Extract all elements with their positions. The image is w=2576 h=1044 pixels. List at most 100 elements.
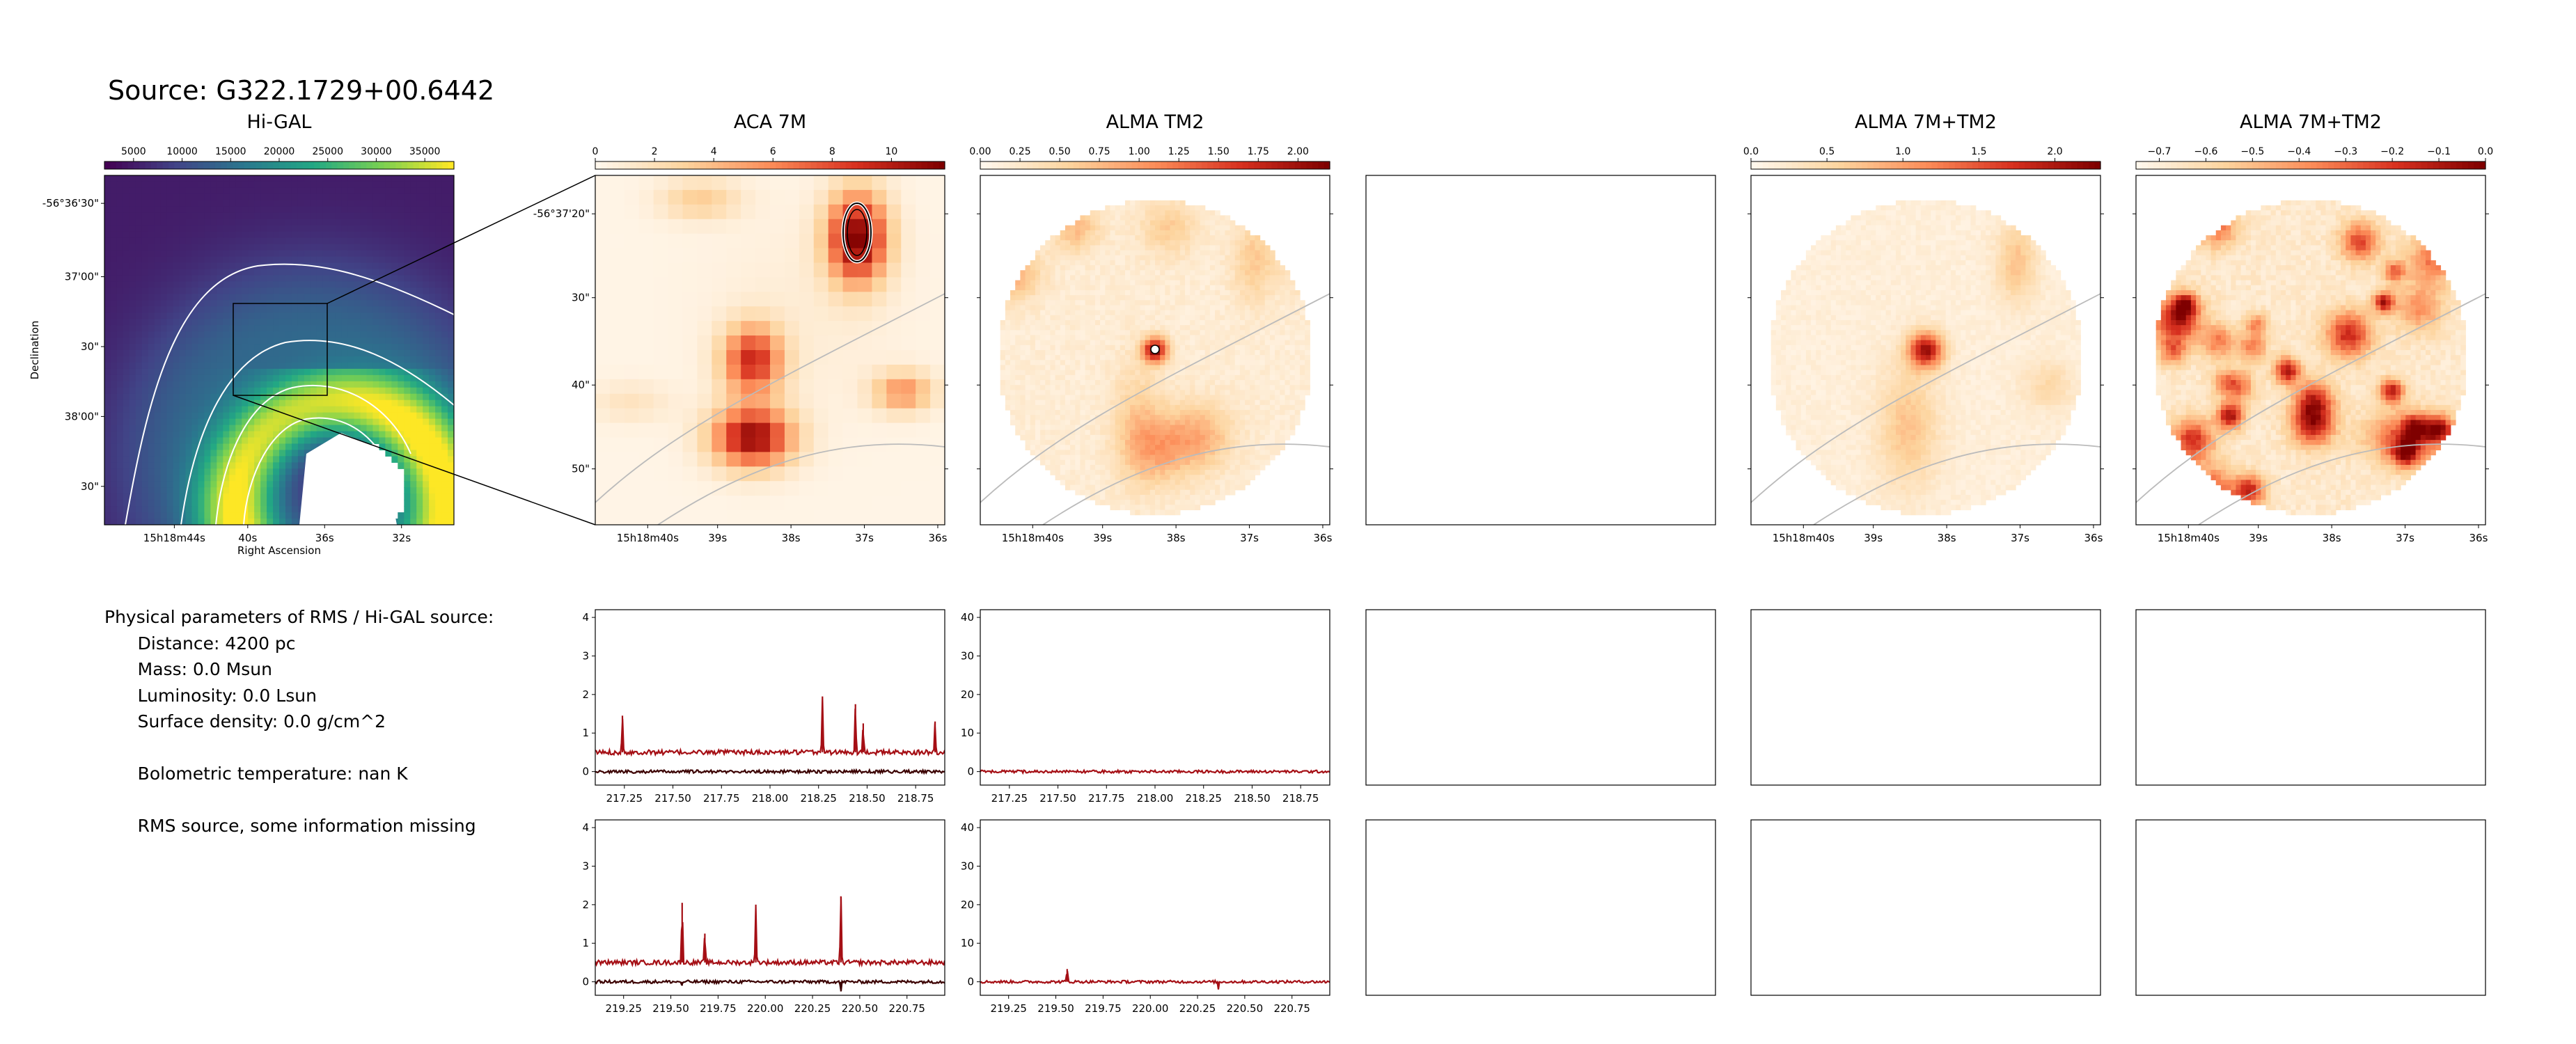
map-pixel bbox=[624, 219, 640, 235]
colorbar-segment bbox=[647, 161, 654, 169]
map-pixel bbox=[429, 368, 436, 376]
map-pixel bbox=[441, 350, 448, 357]
map-pixel bbox=[223, 231, 230, 239]
map-pixel bbox=[154, 175, 162, 182]
map-pixel bbox=[404, 175, 411, 182]
map-pixel bbox=[697, 321, 712, 336]
map-pixel bbox=[668, 510, 684, 525]
map-pixel bbox=[391, 456, 398, 463]
map-pixel bbox=[1209, 260, 1216, 266]
map-pixel bbox=[160, 294, 168, 301]
map-pixel bbox=[682, 466, 698, 482]
map-pixel bbox=[1185, 300, 1191, 306]
map-pixel bbox=[229, 306, 236, 313]
map-pixel bbox=[185, 350, 193, 357]
map-pixel bbox=[857, 189, 873, 205]
map-pixel bbox=[448, 493, 454, 500]
map-pixel bbox=[297, 200, 305, 207]
map-pixel bbox=[366, 231, 374, 239]
map-pixel bbox=[857, 364, 873, 380]
map-pixel bbox=[784, 408, 800, 424]
map-pixel bbox=[223, 437, 230, 445]
map-pixel bbox=[435, 368, 442, 376]
map-pixel bbox=[316, 406, 324, 413]
map-pixel bbox=[609, 204, 625, 220]
map-pixel bbox=[712, 292, 727, 307]
map-pixel bbox=[930, 204, 945, 220]
map-pixel bbox=[372, 262, 380, 270]
map-pixel bbox=[123, 212, 130, 220]
map-pixel bbox=[872, 408, 887, 424]
map-pixel bbox=[217, 406, 223, 413]
map-pixel bbox=[872, 306, 887, 322]
map-pixel bbox=[360, 338, 368, 345]
map-pixel bbox=[1299, 315, 1305, 321]
map-pixel bbox=[166, 425, 174, 432]
map-pixel bbox=[279, 475, 286, 482]
map-pixel bbox=[267, 493, 274, 500]
map-pixel bbox=[372, 244, 380, 251]
map-pixel bbox=[1040, 280, 1046, 286]
map-pixel bbox=[223, 500, 230, 507]
map-pixel bbox=[1204, 310, 1211, 316]
map-pixel bbox=[1239, 290, 1246, 296]
map-pixel bbox=[229, 206, 236, 214]
map-pixel bbox=[1100, 260, 1106, 266]
map-pixel bbox=[638, 175, 654, 191]
map-pixel bbox=[1080, 255, 1086, 261]
map-pixel bbox=[141, 193, 149, 201]
map-pixel bbox=[1234, 300, 1241, 306]
map-pixel bbox=[154, 325, 162, 332]
map-pixel bbox=[448, 306, 454, 313]
map-pixel bbox=[1204, 255, 1211, 261]
map-pixel bbox=[291, 294, 299, 301]
map-pixel bbox=[1160, 325, 1165, 331]
map-pixel bbox=[799, 189, 815, 205]
map-pixel bbox=[160, 237, 168, 245]
map-pixel bbox=[429, 362, 436, 370]
map-pixel bbox=[842, 393, 858, 409]
map-pixel bbox=[110, 244, 118, 251]
map-pixel bbox=[173, 237, 180, 245]
map-pixel bbox=[1215, 290, 1220, 296]
map-pixel bbox=[191, 462, 199, 469]
map-pixel bbox=[198, 368, 205, 376]
map-pixel bbox=[1130, 200, 1136, 206]
map-pixel bbox=[141, 212, 149, 220]
map-pixel bbox=[423, 468, 430, 475]
map-pixel bbox=[1269, 290, 1275, 296]
map-pixel bbox=[291, 262, 299, 270]
map-pixel bbox=[116, 519, 124, 525]
map-pixel bbox=[1190, 310, 1195, 316]
map-pixel bbox=[697, 233, 712, 249]
map-pixel bbox=[173, 431, 180, 438]
map-pixel bbox=[423, 319, 430, 326]
map-pixel bbox=[322, 269, 330, 276]
colorbar-tick-label: 30000 bbox=[361, 146, 392, 157]
map-pixel bbox=[273, 431, 280, 438]
map-pixel bbox=[279, 450, 286, 457]
map-pixel bbox=[1245, 265, 1250, 271]
map-pixel bbox=[429, 406, 436, 413]
map-pixel bbox=[1160, 265, 1165, 271]
map-pixel bbox=[1234, 240, 1241, 246]
map-pixel bbox=[204, 250, 211, 258]
map-pixel bbox=[254, 481, 261, 488]
map-pixel bbox=[423, 475, 430, 482]
map-pixel bbox=[173, 412, 180, 420]
map-pixel bbox=[799, 393, 815, 409]
map-pixel bbox=[1080, 315, 1086, 321]
map-pixel bbox=[173, 219, 180, 226]
map-pixel bbox=[135, 362, 143, 370]
map-pixel bbox=[755, 496, 771, 511]
map-pixel bbox=[391, 338, 398, 345]
map-pixel bbox=[784, 379, 800, 395]
map-pixel bbox=[154, 487, 162, 494]
map-pixel bbox=[435, 244, 442, 251]
map-pixel bbox=[1175, 235, 1181, 241]
map-pixel bbox=[441, 344, 448, 351]
map-pixel bbox=[813, 466, 829, 482]
map-pixel bbox=[217, 487, 223, 494]
map-pixel bbox=[248, 193, 255, 201]
map-pixel bbox=[154, 319, 162, 326]
